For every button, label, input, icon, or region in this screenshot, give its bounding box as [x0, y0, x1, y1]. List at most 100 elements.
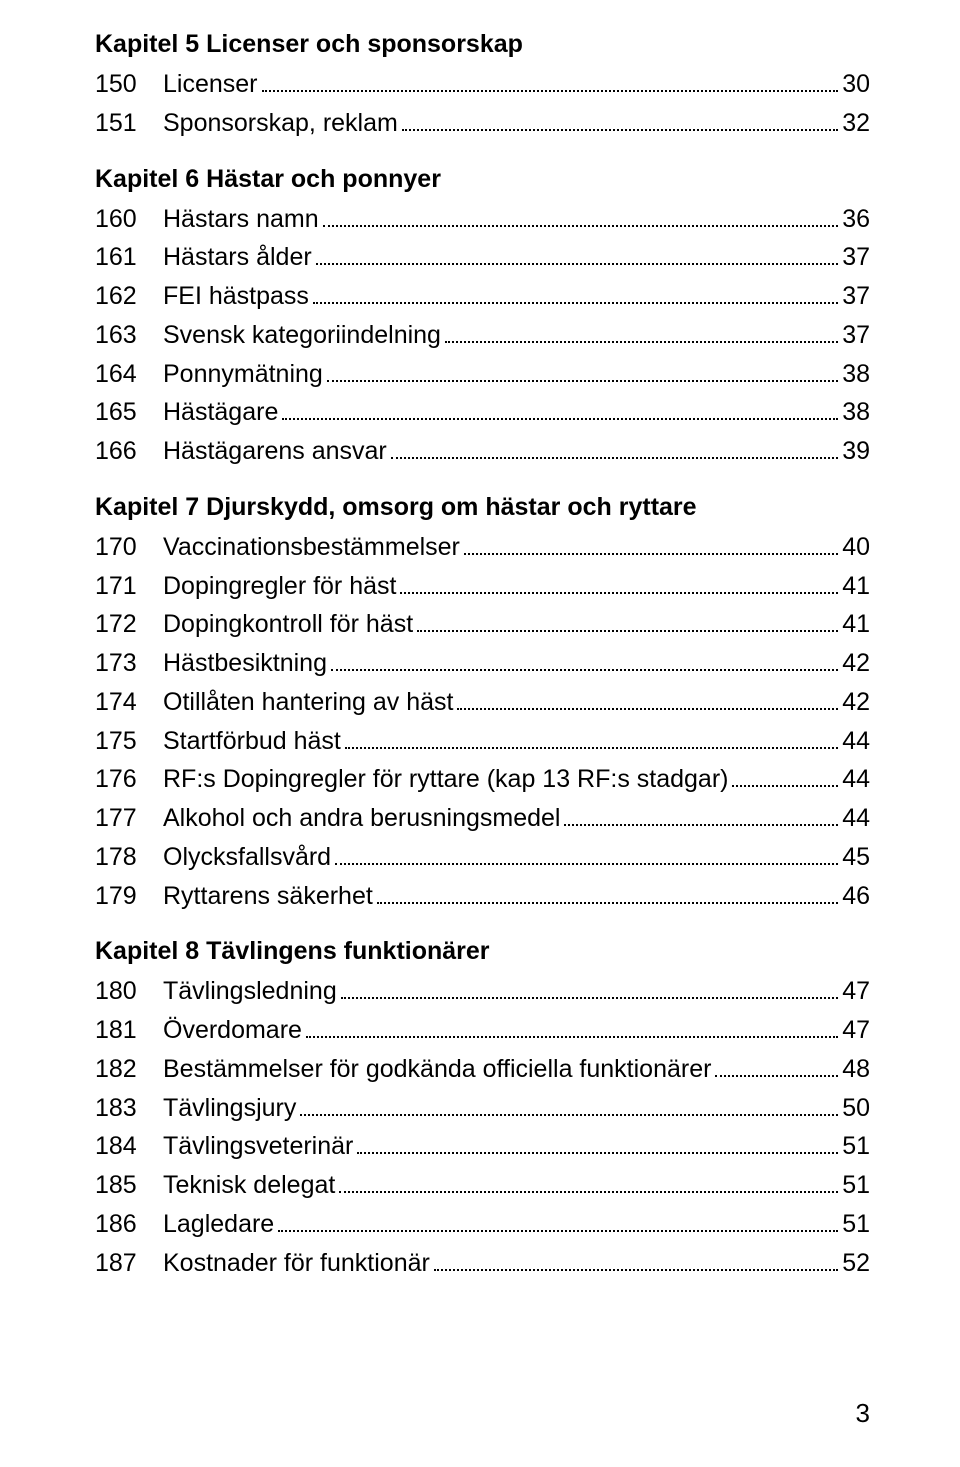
entry-label: Teknisk delegat — [163, 1166, 335, 1205]
toc-entry: 172Dopingkontroll för häst41 — [95, 605, 870, 644]
toc-entry: 180Tävlingsledning47 — [95, 972, 870, 1011]
leader-dots — [564, 824, 838, 826]
entry-number: 186 — [95, 1205, 163, 1244]
leader-dots — [377, 902, 838, 904]
entry-number: 175 — [95, 722, 163, 761]
entry-number: 185 — [95, 1166, 163, 1205]
leader-dots — [417, 630, 838, 632]
table-of-contents: Kapitel 5 Licenser och sponsorskap 150Lic… — [95, 30, 870, 1282]
entry-label: Sponsorskap, reklam — [163, 104, 398, 143]
entry-page: 51 — [842, 1166, 870, 1205]
entry-label: FEI hästpass — [163, 277, 309, 316]
entry-label: Kostnader för funktionär — [163, 1244, 430, 1283]
toc-entry: 171Dopingregler för häst41 — [95, 567, 870, 606]
entry-page: 37 — [842, 238, 870, 277]
entry-page: 52 — [842, 1244, 870, 1283]
toc-entry: 182Bestämmelser för godkända officiella … — [95, 1050, 870, 1089]
entry-label: Hästägare — [163, 393, 278, 432]
toc-entry: 183Tävlingsjury50 — [95, 1089, 870, 1128]
entry-label: Ryttarens säkerhet — [163, 877, 373, 916]
entry-label: Vaccinationsbestämmelser — [163, 528, 460, 567]
entry-page: 51 — [842, 1127, 870, 1166]
entry-page: 51 — [842, 1205, 870, 1244]
entry-number: 178 — [95, 838, 163, 877]
entry-number: 172 — [95, 605, 163, 644]
leader-dots — [400, 592, 838, 594]
entry-label: Licenser — [163, 65, 258, 104]
chapter-title: Kapitel 6 Hästar och ponnyer — [95, 165, 870, 194]
chapter-title: Kapitel 7 Djurskydd, omsorg om hästar oc… — [95, 493, 870, 522]
entry-page: 47 — [842, 1011, 870, 1050]
toc-entry: 170Vaccinationsbestämmelser40 — [95, 528, 870, 567]
leader-dots — [402, 129, 838, 131]
toc-entry: 176RF:s Dopingregler för ryttare (kap 13… — [95, 760, 870, 799]
entry-number: 174 — [95, 683, 163, 722]
leader-dots — [732, 785, 838, 787]
toc-entry: 187Kostnader för funktionär52 — [95, 1244, 870, 1283]
entry-number: 173 — [95, 644, 163, 683]
entry-page: 37 — [842, 277, 870, 316]
entry-label: Otillåten hantering av häst — [163, 683, 453, 722]
entry-label: Överdomare — [163, 1011, 302, 1050]
entry-number: 176 — [95, 760, 163, 799]
entry-label: Hästägarens ansvar — [163, 432, 387, 471]
leader-dots — [278, 1230, 838, 1232]
toc-entry: 177Alkohol och andra berusningsmedel44 — [95, 799, 870, 838]
entry-page: 38 — [842, 393, 870, 432]
toc-entry: 160Hästars namn 36 — [95, 200, 870, 239]
entry-page: 36 — [842, 200, 870, 239]
entry-page: 44 — [842, 722, 870, 761]
entry-number: 182 — [95, 1050, 163, 1089]
toc-entry: 184Tävlingsveterinär51 — [95, 1127, 870, 1166]
entry-number: 160 — [95, 200, 163, 239]
entry-number: 166 — [95, 432, 163, 471]
entry-page: 37 — [842, 316, 870, 355]
toc-entry: 174Otillåten hantering av häst42 — [95, 683, 870, 722]
entry-page: 39 — [842, 432, 870, 471]
entry-page: 45 — [842, 838, 870, 877]
entry-page: 48 — [842, 1050, 870, 1089]
entry-page: 47 — [842, 972, 870, 1011]
toc-entry: 181Överdomare 47 — [95, 1011, 870, 1050]
leader-dots — [391, 457, 838, 459]
leader-dots — [323, 225, 839, 227]
leader-dots — [715, 1075, 838, 1077]
entry-label: Dopingregler för häst — [163, 567, 396, 606]
leader-dots — [316, 263, 839, 265]
entry-number: 170 — [95, 528, 163, 567]
entry-number: 150 — [95, 65, 163, 104]
toc-entry: 185Teknisk delegat 51 — [95, 1166, 870, 1205]
entry-number: 151 — [95, 104, 163, 143]
leader-dots — [313, 302, 838, 304]
entry-number: 177 — [95, 799, 163, 838]
leader-dots — [327, 380, 838, 382]
toc-entry: 178Olycksfallsvård45 — [95, 838, 870, 877]
toc-entry: 165Hästägare38 — [95, 393, 870, 432]
entry-label: Startförbud häst — [163, 722, 341, 761]
entry-label: RF:s Dopingregler för ryttare (kap 13 RF… — [163, 760, 728, 799]
leader-dots — [464, 553, 838, 555]
toc-entry: 166Hästägarens ansvar 39 — [95, 432, 870, 471]
entry-page: 32 — [842, 104, 870, 143]
toc-entry: 161Hästars ålder37 — [95, 238, 870, 277]
leader-dots — [300, 1114, 838, 1116]
entry-label: Hästars namn — [163, 200, 319, 239]
toc-entry: 150Licenser30 — [95, 65, 870, 104]
entry-label: Svensk kategoriindelning — [163, 316, 441, 355]
leader-dots — [306, 1036, 838, 1038]
leader-dots — [282, 418, 838, 420]
chapter-title: Kapitel 5 Licenser och sponsorskap — [95, 30, 870, 59]
toc-entry: 186Lagledare51 — [95, 1205, 870, 1244]
entry-page: 46 — [842, 877, 870, 916]
toc-entry: 163Svensk kategoriindelning37 — [95, 316, 870, 355]
leader-dots — [445, 341, 838, 343]
entry-label: Alkohol och andra berusningsmedel — [163, 799, 560, 838]
entry-label: Tävlingsveterinär — [163, 1127, 353, 1166]
entry-number: 179 — [95, 877, 163, 916]
toc-entry: 151Sponsorskap, reklam 32 — [95, 104, 870, 143]
entry-number: 181 — [95, 1011, 163, 1050]
leader-dots — [345, 747, 838, 749]
entry-label: Hästars ålder — [163, 238, 312, 277]
chapter-title: Kapitel 8 Tävlingens funktionärer — [95, 937, 870, 966]
leader-dots — [335, 863, 838, 865]
